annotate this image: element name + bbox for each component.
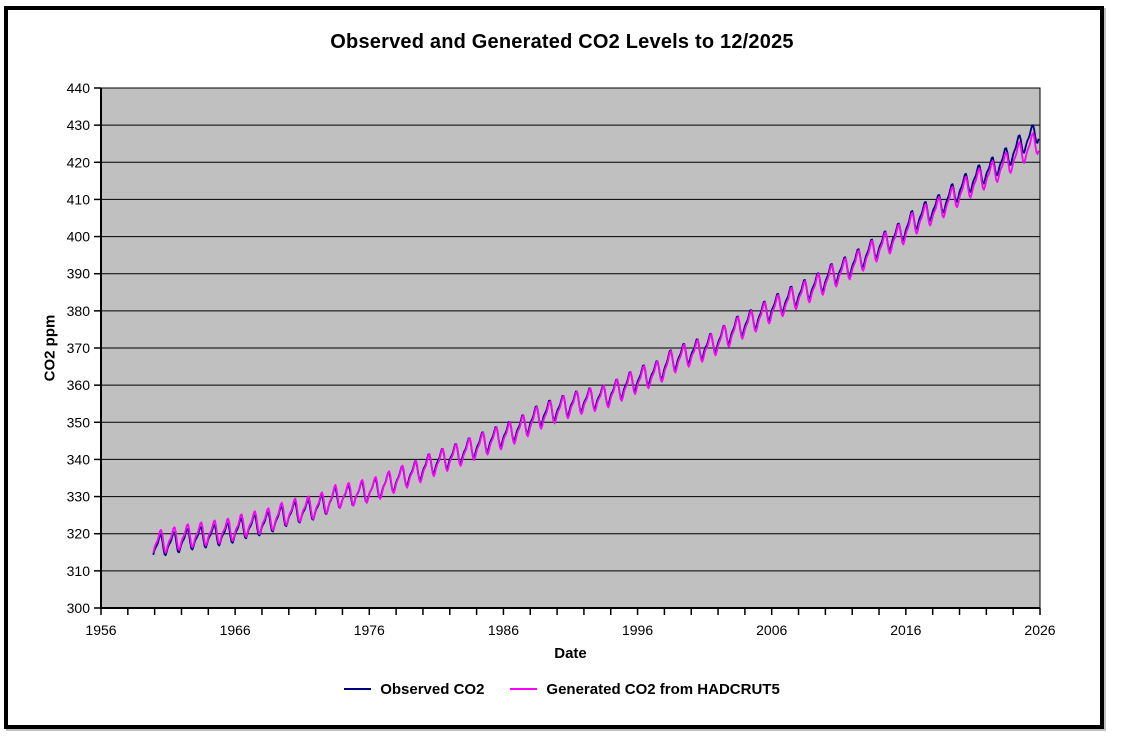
x-axis-title: Date	[554, 645, 587, 662]
legend-label-observed-co2: Observed CO2	[380, 680, 485, 698]
y-tick-label: 420	[67, 154, 91, 170]
y-axis-title: CO2 ppm	[41, 314, 59, 382]
y-tick-label: 350	[67, 414, 91, 430]
x-tick-label: 2016	[890, 622, 921, 638]
y-tick-label: 360	[67, 377, 91, 393]
y-tick-label: 340	[67, 451, 91, 467]
y-tick-label: 390	[67, 266, 91, 282]
x-tick-label: 1966	[220, 622, 251, 638]
y-tick-label: 320	[67, 526, 91, 542]
legend-item-generated-co2: Generated CO2 from HADCRUT5	[510, 680, 780, 698]
x-tick-label: 1976	[354, 622, 385, 638]
legend: Observed CO2 Generated CO2 from HADCRUT5	[0, 678, 1124, 700]
x-tick-label: 2026	[1024, 622, 1055, 638]
y-tick-label: 330	[67, 489, 91, 505]
y-tick-label: 300	[67, 600, 91, 616]
y-tick-label: 410	[67, 191, 91, 207]
y-tick-label: 380	[67, 303, 91, 319]
series-line-generated-co2	[152, 132, 1040, 554]
y-tick-label: 440	[67, 80, 91, 96]
x-tick-label: 1956	[85, 622, 116, 638]
y-tick-label: 430	[67, 117, 91, 133]
observed-co2-line-swatch	[344, 688, 372, 690]
legend-item-observed-co2: Observed CO2	[344, 681, 484, 698]
x-tick-label: 1996	[622, 622, 653, 638]
y-tick-label: 310	[67, 563, 91, 579]
y-tick-label: 370	[67, 340, 91, 356]
generated-co2-line-swatch	[510, 688, 538, 690]
y-tick-label: 400	[67, 229, 91, 245]
legend-label-generated-co2: Generated CO2 from HADCRUT5	[546, 680, 780, 698]
chart-title: Observed and Generated CO2 Levels to 12/…	[330, 31, 794, 53]
x-tick-label: 2006	[756, 622, 787, 638]
x-tick-label: 1986	[488, 622, 519, 638]
